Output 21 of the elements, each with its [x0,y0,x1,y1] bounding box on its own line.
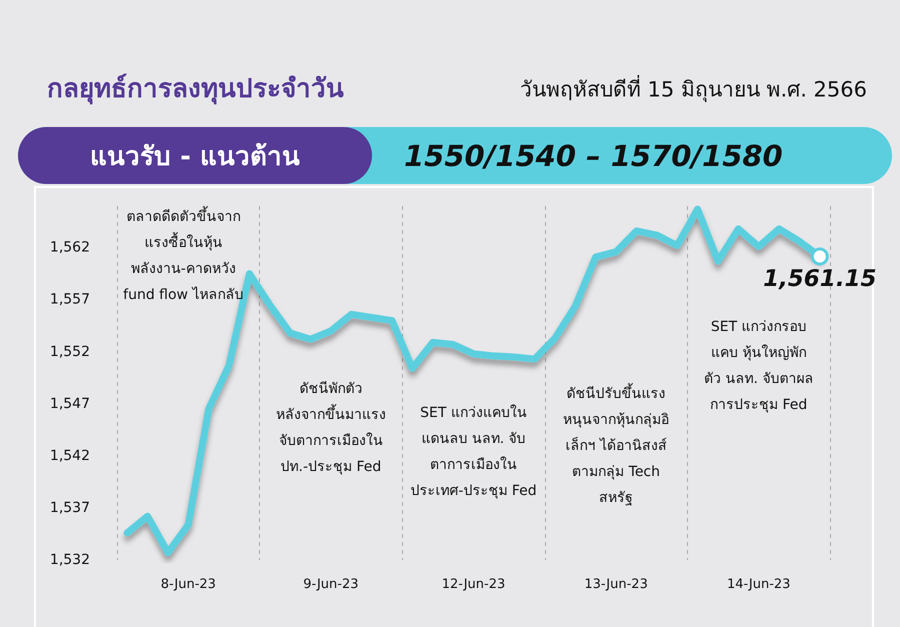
y-tick-label: 1,532 [50,552,90,568]
chart-title: กลยุทธ์การลงทุนประจำวัน [47,73,344,105]
annotation: ดัชนีปรับขึ้นแรง หนุนจากหุ้นกลุ่มอิ เล็กฯ ได้อานิสงส์ ตามกลุ่ม Tech สหรัฐ [563,383,670,506]
y-tick-label: 1,547 [50,396,90,412]
y-tick-label: 1,542 [50,448,90,464]
y-tick-label: 1,562 [50,240,90,256]
x-tick-label: 12-Jun-23 [442,577,506,592]
y-tick-label: 1,537 [50,500,90,516]
annotation: ดัชนีพักตัว หลังจากขึ้นมาแรง จับตาการเมืองใน ปท.-ประชุม Fed [276,381,386,475]
x-tick-label: 13-Jun-23 [584,577,648,592]
x-tick-label: 9-Jun-23 [303,577,359,592]
x-tick-label: 8-Jun-23 [160,577,216,592]
annotation: SET แกว่งกรอบ แคบ หุ้นใหญ่พัก ตัว นลท. จับตาผล การประชุม Fed [704,319,814,413]
annotation: SET แกว่งแคบใน แดนลบ นลท. จับ ตาการเมืองใน ประเทศ-ประชุม Fed [410,404,537,499]
y-tick-label: 1,557 [50,292,90,308]
data-label: 1,561.15 [763,266,877,292]
text: 1550/1540 – 1570/1580 [404,138,783,172]
text: แนวรับ - แนวต้าน [90,141,300,174]
y-tick-label: 1,552 [50,344,90,360]
chart-subtitle: วันพฤหัสบดีที่ 15 มิถุนายน พ.ศ. 2566 [520,74,867,102]
x-tick-label: 14-Jun-23 [726,577,790,592]
